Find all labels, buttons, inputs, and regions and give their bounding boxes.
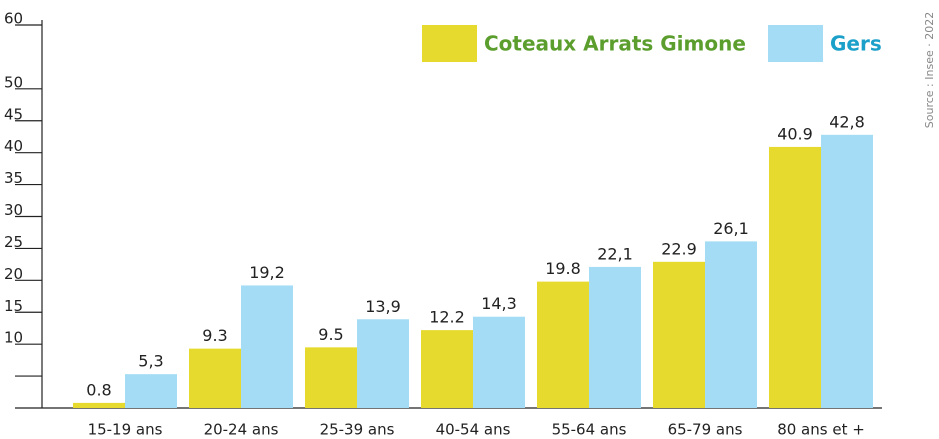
legend-swatch xyxy=(768,25,823,62)
x-tick-label: 55-64 ans xyxy=(552,421,627,439)
value-label: 9.5 xyxy=(318,325,343,344)
bar xyxy=(589,266,641,408)
value-label: 19,2 xyxy=(249,263,285,282)
y-tick-label: 10 xyxy=(4,329,23,347)
y-tick-label: 15 xyxy=(4,297,23,315)
y-tick-label: 60 xyxy=(4,10,23,28)
value-label: 12.2 xyxy=(429,308,465,327)
value-label: 13,9 xyxy=(365,297,401,316)
bar xyxy=(769,146,821,408)
bar xyxy=(653,261,705,408)
source: Source : Insee · 2022 xyxy=(923,12,936,128)
value-label: 22.9 xyxy=(661,239,697,258)
value-label: 19.8 xyxy=(545,259,581,278)
legend-label: Gers xyxy=(830,32,882,56)
y-tick-label: 25 xyxy=(4,233,23,251)
x-tick-label: 25-39 ans xyxy=(320,421,395,439)
value-label: 0.8 xyxy=(86,380,111,399)
bar xyxy=(305,347,357,408)
bar xyxy=(241,285,293,408)
bar xyxy=(73,402,125,408)
x-tick-label: 15-19 ans xyxy=(88,421,163,439)
bar xyxy=(821,134,873,408)
value-label: 5,3 xyxy=(138,352,163,371)
value-label: 14,3 xyxy=(481,294,517,313)
x-tick-label: 20-24 ans xyxy=(204,421,279,439)
value-label: 40.9 xyxy=(777,124,813,143)
x-tick-label: 80 ans et + xyxy=(777,421,865,439)
value-label: 26,1 xyxy=(713,219,749,238)
legend-label: Coteaux Arrats Gimone xyxy=(484,32,746,56)
y-tick-label: 35 xyxy=(4,169,23,187)
legend-swatch xyxy=(422,25,477,62)
value-label: 9.3 xyxy=(202,326,227,345)
y-tick-label: 45 xyxy=(4,105,23,123)
bar xyxy=(125,374,177,408)
y-tick-label: 30 xyxy=(4,201,23,219)
bar xyxy=(473,316,525,408)
y-tick-label: 50 xyxy=(4,73,23,91)
bar xyxy=(189,348,241,408)
y-tick-label: 20 xyxy=(4,265,23,283)
bar xyxy=(421,330,473,408)
bar xyxy=(357,319,409,408)
bar xyxy=(705,241,757,408)
value-label: 22,1 xyxy=(597,244,633,263)
value-label: 42,8 xyxy=(829,112,865,131)
x-tick-label: 40-54 ans xyxy=(436,421,511,439)
y-tick-label: 40 xyxy=(4,137,23,155)
bar xyxy=(537,281,589,408)
x-tick-label: 65-79 ans xyxy=(668,421,743,439)
